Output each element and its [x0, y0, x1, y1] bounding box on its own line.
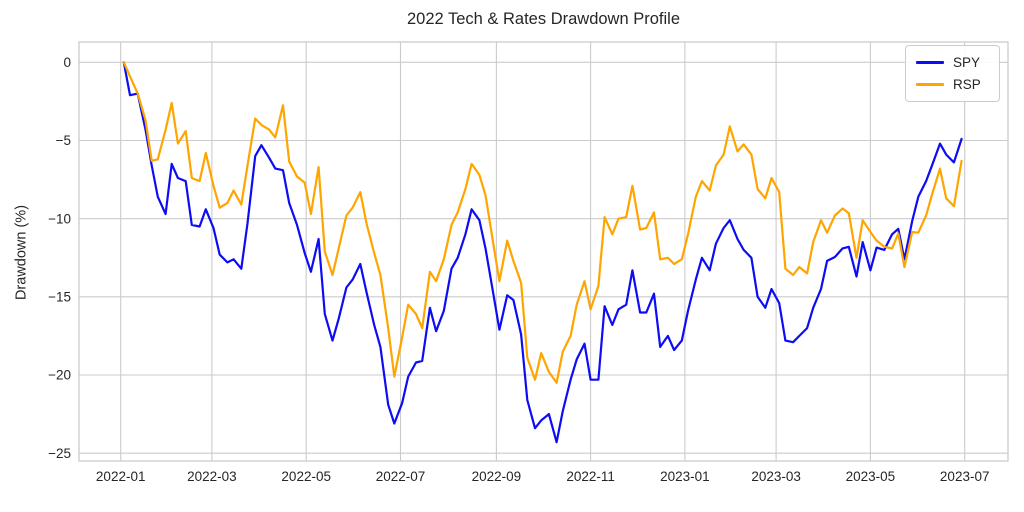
rsp-line-swatch [916, 82, 944, 86]
y-tick-label: −5 [56, 133, 71, 148]
legend-entry-rsp: RSP [916, 76, 989, 92]
series-line-spy [122, 61, 963, 444]
x-tick-label: 2023-03 [751, 469, 801, 484]
x-tick-label: 2022-01 [96, 469, 146, 484]
spy-line-swatch [916, 61, 944, 65]
x-tick-label: 2022-09 [472, 469, 522, 484]
x-tick-label: 2022-05 [281, 469, 331, 484]
y-tick-label: −15 [48, 290, 71, 305]
x-tick-label: 2022-07 [376, 469, 426, 484]
x-tick-label: 2023-05 [846, 469, 896, 484]
x-tick-label: 2023-07 [940, 469, 990, 484]
chart-title: 2022 Tech & Rates Drawdown Profile [406, 10, 680, 28]
legend-label-spy: SPY [953, 55, 981, 70]
y-tick-label: −10 [48, 211, 71, 226]
y-tick-label: −20 [48, 368, 71, 383]
y-tick-label: −25 [48, 446, 71, 461]
x-tick-label: 2022-11 [566, 469, 615, 484]
legend-label-rsp: RSP [953, 76, 981, 92]
x-tick-label: 2022-03 [187, 469, 237, 484]
y-tick-label: 0 [63, 55, 71, 70]
plot-area [79, 42, 1008, 461]
plot-border [78, 41, 1009, 462]
y-axis-label: Drawdown (%) [13, 204, 30, 301]
x-tick-label: 2023-01 [660, 469, 710, 484]
series-line-rsp [122, 61, 963, 384]
legend: SPY RSP [905, 45, 1000, 102]
legend-entry-spy: SPY [916, 56, 989, 70]
